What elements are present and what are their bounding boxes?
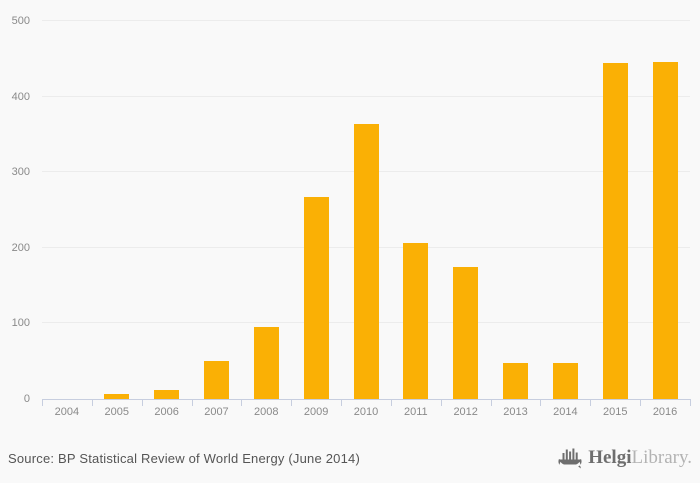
y-tick-label-200: 200 bbox=[11, 241, 30, 254]
x-tick-label-2016: 2016 bbox=[652, 406, 678, 418]
bar-2016 bbox=[652, 62, 678, 399]
source-note: Source: BP Statistical Review of World E… bbox=[8, 450, 360, 466]
x-axis-tick bbox=[540, 399, 542, 406]
x-tick-label-2007: 2007 bbox=[204, 406, 229, 418]
bar-2005 bbox=[104, 394, 130, 399]
x-axis-tick bbox=[390, 399, 392, 406]
y-tick-label-100: 100 bbox=[11, 317, 30, 330]
y-tick-label-300: 300 bbox=[11, 166, 30, 179]
bar-2007 bbox=[203, 361, 229, 399]
x-axis-tick bbox=[640, 399, 642, 406]
bar-2011 bbox=[403, 243, 429, 399]
x-axis-tick bbox=[241, 399, 243, 406]
gridline-500 bbox=[42, 20, 690, 21]
bar-2006 bbox=[154, 390, 180, 399]
y-tick-label-400: 400 bbox=[11, 90, 30, 103]
x-tick-label-2010: 2010 bbox=[353, 406, 379, 418]
x-axis-tick bbox=[91, 399, 93, 406]
x-axis-tick bbox=[490, 399, 492, 406]
gridline-400 bbox=[42, 95, 690, 97]
x-axis-tick bbox=[440, 399, 442, 406]
x-tick-label-2011: 2011 bbox=[404, 406, 428, 418]
x-axis-tick bbox=[690, 399, 691, 406]
x-axis-line bbox=[42, 399, 690, 400]
x-tick-label-2006: 2006 bbox=[154, 406, 179, 418]
x-axis-tick bbox=[141, 399, 143, 406]
footer: Source: BP Statistical Review of World E… bbox=[0, 441, 700, 483]
bar-2008 bbox=[253, 327, 279, 399]
brand-name-light: Library. bbox=[631, 447, 693, 468]
bar-2012 bbox=[453, 267, 479, 399]
helgi-ship-icon bbox=[558, 448, 582, 469]
x-axis-tick bbox=[291, 399, 293, 406]
brand-name: HelgiLibrary. bbox=[588, 447, 692, 469]
x-tick-label-2005: 2005 bbox=[104, 406, 129, 418]
brand-name-bold: Helgi bbox=[588, 447, 632, 468]
x-tick-label-2013: 2013 bbox=[503, 406, 528, 418]
x-tick-label-2009: 2009 bbox=[303, 406, 329, 418]
brand-logo: HelgiLibrary. bbox=[558, 446, 692, 470]
bar-2014 bbox=[552, 363, 578, 399]
y-tick-label-500: 500 bbox=[11, 15, 30, 27]
x-axis-tick bbox=[590, 399, 592, 406]
x-tick-label-2015: 2015 bbox=[602, 406, 628, 418]
bar-2009 bbox=[303, 197, 329, 399]
bar-2015 bbox=[602, 63, 628, 399]
x-tick-label-2012: 2012 bbox=[453, 406, 478, 418]
x-tick-label-2004: 2004 bbox=[54, 406, 80, 418]
plot-area bbox=[42, 20, 690, 400]
x-axis-tick bbox=[341, 399, 343, 406]
x-axis-tick bbox=[42, 399, 43, 406]
bar-2013 bbox=[503, 363, 529, 399]
bar-2010 bbox=[353, 124, 379, 399]
y-tick-label-0: 0 bbox=[23, 393, 30, 405]
x-tick-label-2014: 2014 bbox=[553, 406, 578, 418]
x-axis-tick bbox=[191, 399, 193, 406]
x-tick-label-2008: 2008 bbox=[254, 406, 279, 418]
